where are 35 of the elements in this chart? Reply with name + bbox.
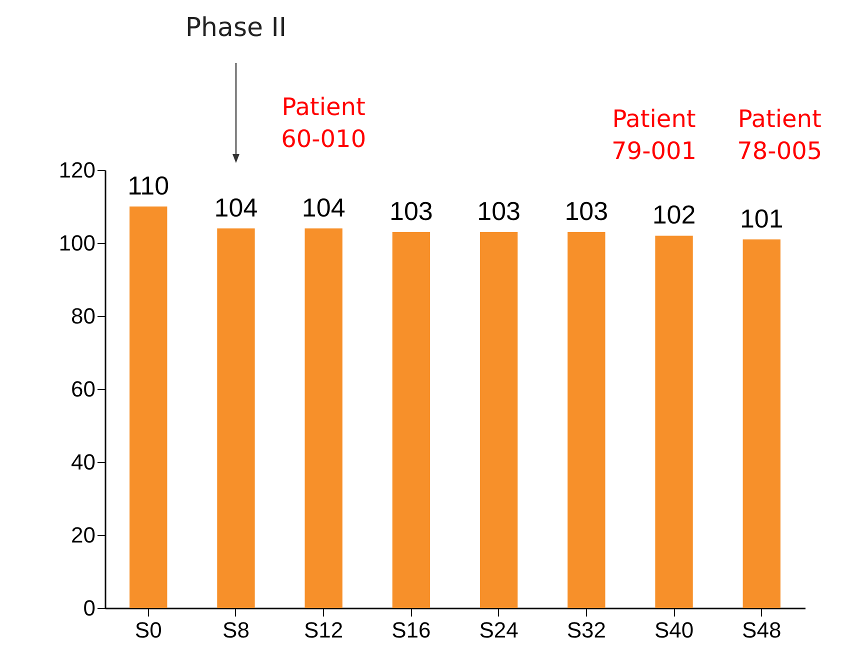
y-tick-label: 20: [71, 522, 96, 548]
text: Patient 60-010: [281, 93, 366, 153]
data-label: 104: [214, 192, 258, 222]
bar: [217, 228, 255, 608]
y-tick-label: 120: [58, 158, 96, 182]
bar: [304, 228, 342, 608]
bar: [480, 232, 518, 608]
bar: [742, 239, 780, 608]
x-tick-label: S24: [479, 618, 518, 642]
x-tick-label: S0: [134, 618, 162, 642]
text: Patient 78-005: [737, 105, 822, 165]
x-tick-label: S8: [222, 618, 250, 642]
y-tick-label: 100: [58, 230, 96, 256]
text: Patient 79-001: [612, 105, 697, 165]
text: Phase II: [185, 13, 287, 43]
y-tick-label: 0: [83, 596, 96, 620]
data-label: 103: [390, 196, 433, 226]
data-label: 103: [564, 196, 608, 226]
y-tick-label: 80: [71, 304, 96, 328]
x-tick-label: S16: [392, 618, 431, 642]
data-label: 103: [477, 196, 520, 226]
x-tick-label: S48: [742, 618, 782, 642]
data-label: 101: [740, 203, 784, 234]
y-tick-label: 60: [71, 376, 96, 402]
data-label: 104: [302, 192, 346, 222]
x-tick-label: S40: [654, 618, 694, 642]
bar: [568, 232, 606, 608]
data-label: 110: [128, 170, 170, 200]
y-tick-label: 40: [71, 450, 96, 474]
bar: [392, 232, 430, 608]
bar: [130, 206, 168, 608]
x-tick-label: S12: [304, 618, 344, 642]
bar: [655, 236, 693, 608]
x-tick-label: S32: [566, 618, 606, 642]
data-label: 102: [652, 200, 696, 230]
